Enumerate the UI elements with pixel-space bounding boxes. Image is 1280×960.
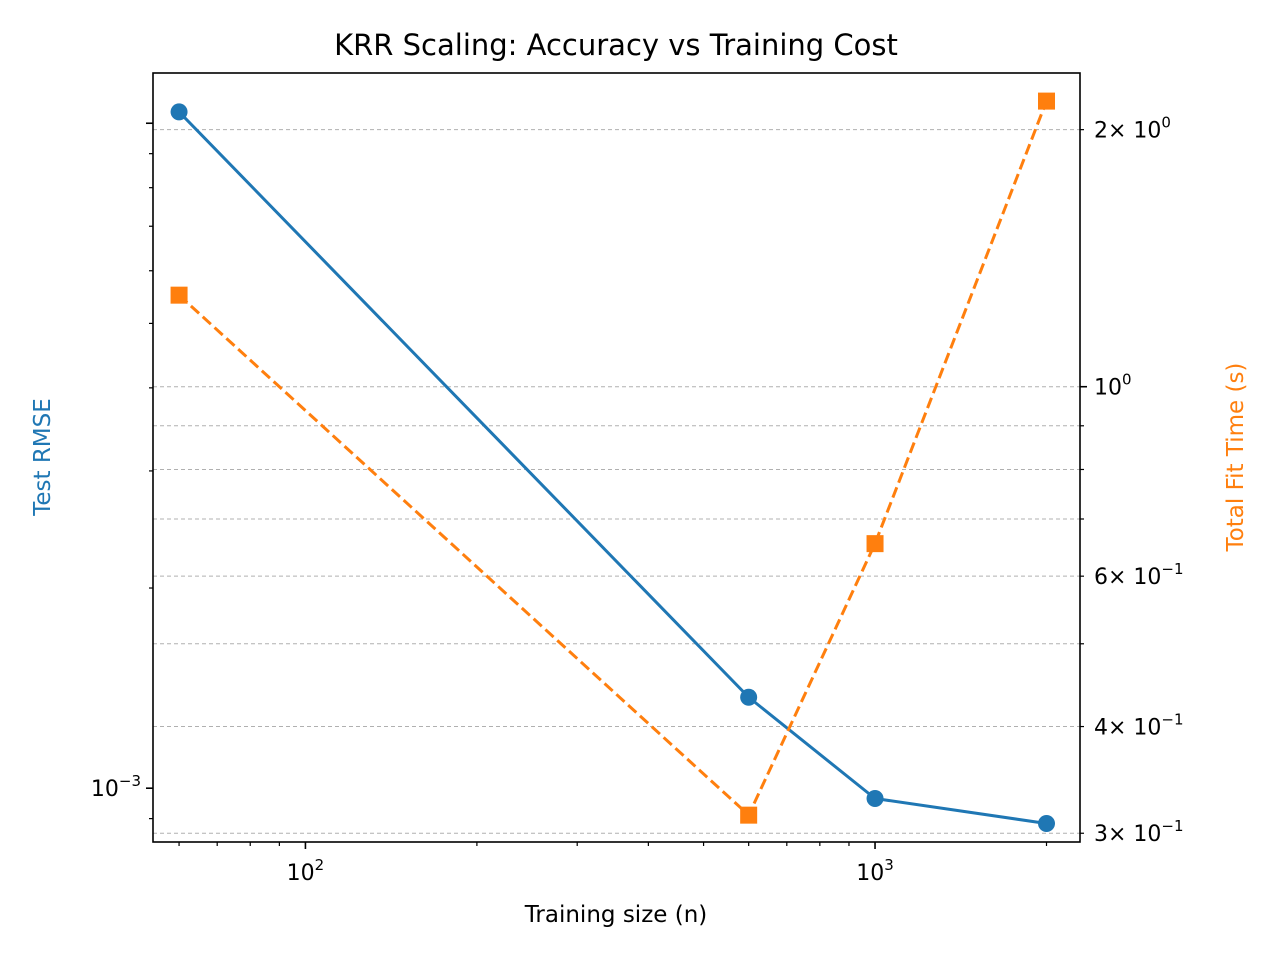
y-right-tick-label: 6× 10−1 bbox=[1094, 560, 1184, 590]
y-right-tick-label: 4× 10−1 bbox=[1094, 711, 1184, 741]
data-point-right bbox=[866, 535, 884, 553]
data-point-left bbox=[866, 789, 884, 807]
y-left-tick-label: 10−3 bbox=[91, 772, 141, 802]
y-left-axis-label: Test RMSE bbox=[30, 398, 56, 517]
y-right-tick-label: 2× 100 bbox=[1094, 114, 1171, 144]
data-point-right bbox=[1038, 92, 1056, 110]
data-point-right bbox=[740, 806, 758, 824]
x-tick-label: 103 bbox=[856, 856, 894, 886]
series-line-right bbox=[178, 100, 1048, 818]
y-right-tick-label: 100 bbox=[1094, 371, 1132, 401]
series-line-left bbox=[178, 110, 1047, 825]
chart-title: KRR Scaling: Accuracy vs Training Cost bbox=[334, 28, 898, 62]
series-layer bbox=[170, 92, 1056, 832]
data-point-left bbox=[740, 688, 758, 706]
tick-layer: 102 103 10−3 2× 100 100 6× 10−1 4× 10−1 3× 10−1 bbox=[91, 114, 1184, 886]
x-tick-label: 102 bbox=[287, 856, 325, 886]
plot-frame bbox=[152, 72, 1081, 843]
x-axis-label: Training size (n) bbox=[524, 902, 708, 928]
data-point-right bbox=[170, 286, 188, 304]
data-point-left bbox=[1038, 814, 1056, 832]
data-point-left bbox=[170, 103, 188, 121]
y-right-tick-label: 3× 10−1 bbox=[1094, 817, 1184, 847]
grid-layer bbox=[153, 129, 1080, 834]
y-right-axis-label: Total Fit Time (s) bbox=[1223, 363, 1249, 553]
